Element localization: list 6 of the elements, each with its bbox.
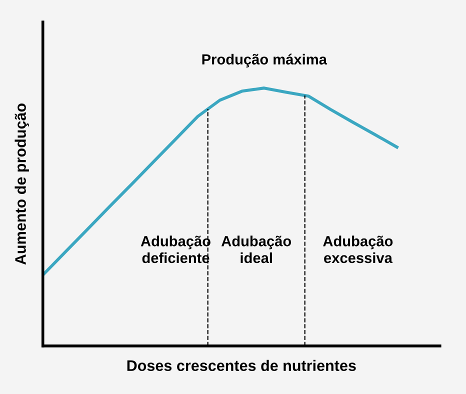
annotation: Adubação excessiva <box>323 236 393 264</box>
annotation: Adubação ideal <box>221 236 292 264</box>
text: Produção máxima <box>202 54 328 68</box>
annotation: Adubação deficiente <box>140 236 210 264</box>
y-axis-title: Aumento de produção <box>14 104 29 265</box>
x-axis-title: Doses crescentes de nutrientes <box>127 360 356 372</box>
